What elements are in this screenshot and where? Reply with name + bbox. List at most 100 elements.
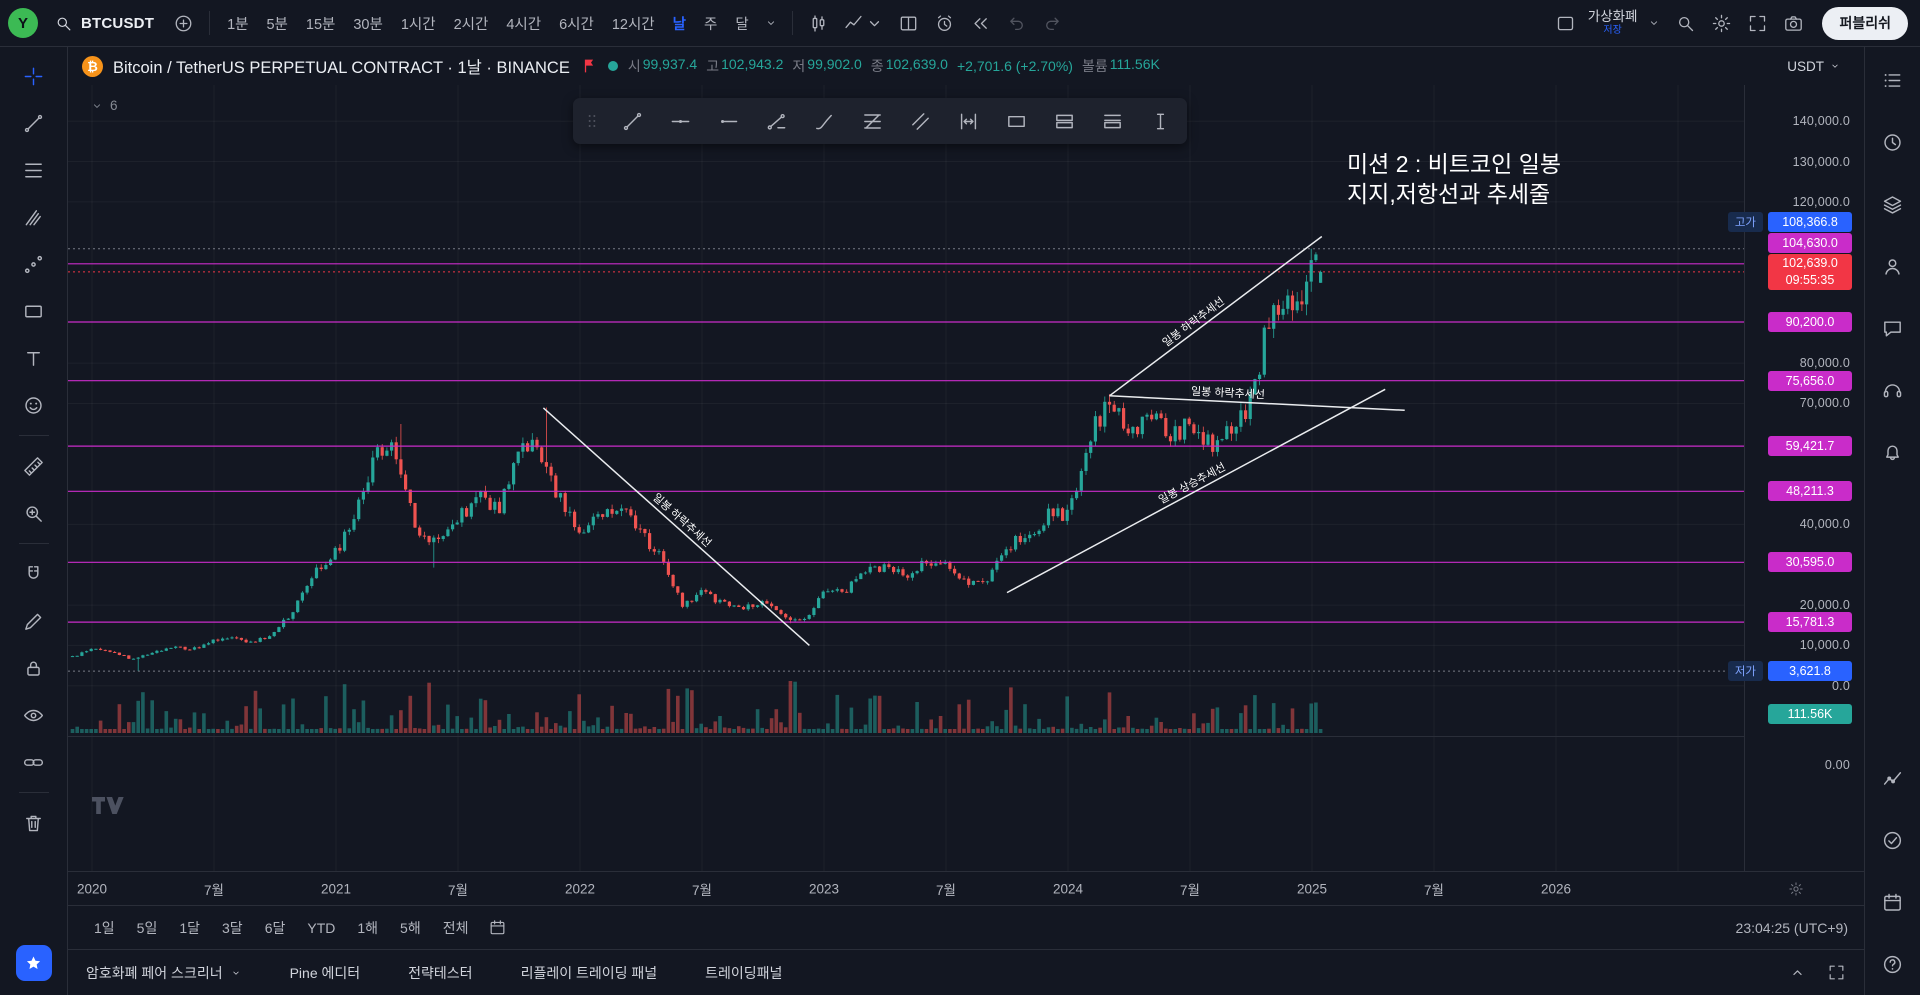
- bottom-tab-1[interactable]: Pine 에디터: [290, 963, 361, 983]
- flag-icon[interactable]: [580, 57, 598, 75]
- favorites-star-button[interactable]: [15, 945, 52, 981]
- interval-button-6[interactable]: 4시간: [506, 16, 542, 33]
- fullscreen-button[interactable]: [1740, 5, 1774, 41]
- redo-button[interactable]: [1036, 5, 1070, 41]
- time-axis[interactable]: 2020 7월 2021 7월 2022 7월 2023 7월 2024 7월 2025 7월 2026: [68, 871, 1864, 905]
- parallel-channel-button[interactable]: [900, 101, 940, 141]
- support-button[interactable]: [1874, 371, 1912, 409]
- lock-drawings-button[interactable]: [15, 649, 53, 687]
- interval-button-7[interactable]: 6시간: [559, 16, 594, 33]
- pattern-tool-button[interactable]: [15, 198, 53, 236]
- info-line-button[interactable]: [756, 101, 796, 141]
- object-tree-button[interactable]: [1874, 759, 1912, 797]
- trend-line-button[interactable]: [612, 101, 652, 141]
- alert-button[interactable]: [928, 5, 962, 41]
- notifications-button[interactable]: [1874, 433, 1912, 471]
- date-range-button[interactable]: [948, 101, 988, 141]
- range-button-1[interactable]: 5일: [136, 919, 158, 936]
- chart-style-button[interactable]: [802, 5, 836, 41]
- tradingview-logo[interactable]: [92, 797, 130, 822]
- range-button-8[interactable]: 전체: [442, 919, 469, 936]
- interval-button-9[interactable]: 날: [672, 16, 686, 33]
- layout-name-button[interactable]: 가상화폐 저장: [1588, 9, 1638, 36]
- panel-maximize-button[interactable]: [1827, 963, 1846, 982]
- help-button[interactable]: [1874, 945, 1912, 983]
- range-button-0[interactable]: 1일: [94, 919, 115, 936]
- emoji-tool-button[interactable]: [15, 386, 53, 424]
- measure-tool-button[interactable]: [15, 447, 53, 485]
- text-cursor-button[interactable]: [1140, 101, 1180, 141]
- price-axis[interactable]: 140,000.0 130,000.0 120,000.0 80,000.0 70,00…: [1744, 85, 1864, 871]
- layers-button[interactable]: [1874, 185, 1912, 223]
- fib-retracement-button[interactable]: [852, 101, 892, 141]
- scale-settings-icon[interactable]: [1788, 881, 1804, 897]
- bottom-tab-2[interactable]: 전략테스터: [408, 963, 472, 983]
- interval-button-2[interactable]: 15분: [305, 16, 336, 33]
- multichart-layout-button[interactable]: [892, 5, 926, 41]
- prediction-tool-button[interactable]: [15, 245, 53, 283]
- interval-button-5[interactable]: 2시간: [453, 16, 489, 33]
- chat-button[interactable]: [1874, 309, 1912, 347]
- order-panel-button[interactable]: [1874, 821, 1912, 859]
- drawing-mode-button[interactable]: [15, 602, 53, 640]
- alerts-button[interactable]: [1874, 123, 1912, 161]
- clock[interactable]: 23:04:25 (UTC+9): [1735, 919, 1848, 936]
- interval-button-0[interactable]: 1분: [227, 16, 249, 33]
- layout-menu-chevron[interactable]: [1642, 5, 1666, 41]
- range-button-5[interactable]: YTD: [307, 919, 336, 936]
- legend-collapse-chip[interactable]: 6: [84, 95, 124, 116]
- sync-drawings-button[interactable]: [15, 743, 53, 781]
- chart-area[interactable]: 일봉 하락추세선 일봉 하락추세선 일봉 하락추세선 일봉 상승추세선 6 미션 2 …: [68, 85, 1864, 871]
- geometric-shapes-tool-button[interactable]: [15, 292, 53, 330]
- drag-handle-icon[interactable]: [582, 111, 602, 131]
- add-symbol-button[interactable]: [166, 5, 200, 41]
- currency-select[interactable]: USDT: [1778, 54, 1850, 79]
- symbol-search-button[interactable]: BTCUSDT: [48, 9, 164, 38]
- layout-select-button[interactable]: [1549, 5, 1583, 41]
- calendar-button[interactable]: [1874, 883, 1912, 921]
- horizontal-line-button[interactable]: [660, 101, 700, 141]
- undo-button[interactable]: [1000, 5, 1034, 41]
- short-position-button[interactable]: [1092, 101, 1132, 141]
- magnet-mode-button[interactable]: [15, 555, 53, 593]
- interval-button-4[interactable]: 1시간: [400, 16, 436, 33]
- range-button-7[interactable]: 5해: [400, 919, 421, 936]
- watchlist-button[interactable]: [1874, 61, 1912, 99]
- publish-button[interactable]: 퍼블리쉬: [1822, 6, 1908, 40]
- range-button-4[interactable]: 6달: [264, 919, 286, 936]
- range-button-6[interactable]: 1해: [357, 919, 379, 936]
- quick-search-button[interactable]: [1668, 5, 1702, 41]
- profile-button[interactable]: [1874, 247, 1912, 285]
- chart-type-button[interactable]: [838, 5, 890, 41]
- range-button-3[interactable]: 3달: [222, 919, 243, 936]
- bottom-tab-3[interactable]: 리플레이 트레이딩 패널: [521, 963, 658, 983]
- interval-button-10[interactable]: 주: [703, 16, 718, 33]
- snapshot-button[interactable]: [1776, 5, 1810, 41]
- crosshair-cursor-button[interactable]: [15, 57, 53, 95]
- interval-button-8[interactable]: 12시간: [611, 16, 655, 33]
- chart-title[interactable]: Bitcoin / TetherUS PERPETUAL CONTRACT · …: [113, 59, 570, 77]
- text-tool-button[interactable]: [15, 339, 53, 377]
- fib-retracement-tool-button[interactable]: [15, 151, 53, 189]
- hide-drawings-button[interactable]: [15, 696, 53, 734]
- panel-open-button[interactable]: [1788, 963, 1807, 982]
- interval-button-1[interactable]: 5분: [266, 16, 288, 33]
- bottom-tab-0[interactable]: 암호화폐 페어 스크리너: [86, 963, 242, 983]
- bottom-tab-4[interactable]: 트레이딩패널: [705, 963, 782, 983]
- long-position-button[interactable]: [1044, 101, 1084, 141]
- zoom-tool-button[interactable]: [15, 494, 53, 532]
- interval-more-chevron[interactable]: [759, 5, 783, 41]
- horizontal-ray-button[interactable]: [708, 101, 748, 141]
- interval-button-11[interactable]: 달: [735, 16, 749, 33]
- bar-replay-button[interactable]: [964, 5, 998, 41]
- range-button-2[interactable]: 1달: [179, 919, 201, 936]
- interval-button-3[interactable]: 30분: [353, 16, 383, 33]
- remove-drawings-button[interactable]: [15, 804, 53, 842]
- rectangle-button[interactable]: [996, 101, 1036, 141]
- user-avatar[interactable]: Y: [8, 8, 38, 38]
- trend-line-tool-button[interactable]: [15, 104, 53, 142]
- brush-button[interactable]: [804, 101, 844, 141]
- goto-date-button[interactable]: [488, 918, 507, 937]
- chart-settings-button[interactable]: [1704, 5, 1738, 41]
